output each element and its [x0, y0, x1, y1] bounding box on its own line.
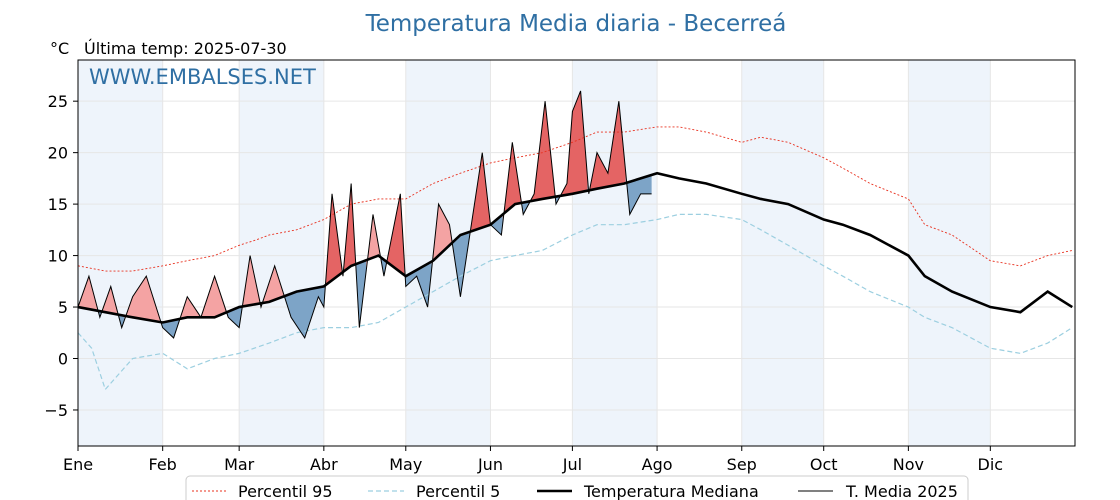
- fill-below-11: [284, 285, 326, 338]
- fill-above-0: [78, 276, 98, 311]
- x-tick-label-feb: Feb: [149, 455, 177, 474]
- y-tick-label-4: 15: [48, 195, 68, 214]
- x-tick-label-sep: Sep: [727, 455, 757, 474]
- fill-below-15: [355, 255, 367, 328]
- y-tick-label-3: 10: [48, 247, 68, 266]
- x-tick-label-ago: Ago: [642, 455, 673, 474]
- x-tick-label-mar: Mar: [224, 455, 255, 474]
- y-tick-label-6: 25: [48, 92, 68, 111]
- anomaly-fills: [78, 90, 652, 338]
- y-axis-ticks: −5 0 5 10 15 20 25: [44, 92, 78, 420]
- series-line-median: [77, 171, 1073, 324]
- x-tick-label-jun: Jun: [477, 455, 503, 474]
- series-line-p5: [77, 213, 1073, 391]
- fill-above-28: [560, 90, 588, 197]
- month-band-jul: [572, 60, 658, 446]
- y-tick-label-0: −5: [44, 401, 68, 420]
- fill-above-22: [469, 152, 491, 234]
- legend-box: [185, 475, 969, 500]
- month-band-nov: [908, 60, 991, 446]
- fill-above-8: [241, 255, 260, 310]
- month-band-ene: [78, 60, 163, 446]
- fill-above-18: [386, 193, 405, 276]
- series-line-2025: [77, 90, 652, 340]
- fill-below-23: [490, 214, 503, 235]
- y-tick-label-5: 20: [48, 144, 68, 163]
- x-tick-label-jul: Jul: [562, 455, 582, 474]
- series-line-p95: [77, 126, 1073, 272]
- month-band-mar: [239, 60, 324, 446]
- last-temp-label: Última temp: 2025-07-30: [84, 39, 287, 58]
- y-tick-label-2: 5: [58, 298, 68, 317]
- y-unit-label: °C: [50, 39, 69, 58]
- legend: Percentil 95 Percentil 5 Temperatura Med…: [185, 475, 969, 500]
- x-tick-label-ene: Ene: [63, 455, 93, 474]
- x-tick-label-dic: Dic: [978, 455, 1004, 474]
- alternate-month-bands: [78, 60, 991, 446]
- fill-above-26: [530, 101, 555, 202]
- fill-above-2: [101, 286, 118, 315]
- fill-below-31: [625, 171, 652, 215]
- chart-title: Temperatura Media diaria - Becerreá: [365, 11, 787, 37]
- legend-label-median: Temperatura Mediana: [583, 482, 759, 500]
- legend-label-p5: Percentil 5: [416, 482, 500, 500]
- legend-label-p95: Percentil 95: [238, 482, 333, 500]
- fill-above-16: [366, 214, 380, 272]
- fill-below-5: [159, 319, 180, 338]
- fill-above-10: [261, 265, 285, 308]
- x-axis-ticks: Ene Feb Mar Abr May Jun Jul Ago Sep Oct Nov Dic: [63, 446, 1003, 474]
- plot-frame: [77, 59, 1076, 447]
- fill-above-30: [588, 101, 626, 194]
- y-tick-label-1: 0: [58, 350, 68, 369]
- watermark: WWW.EMBALSES.NET: [89, 65, 316, 89]
- series-lines: [77, 90, 1073, 391]
- month-band-may: [405, 60, 491, 446]
- x-tick-label-may: May: [389, 455, 422, 474]
- fill-above-4: [124, 276, 160, 323]
- fill-above-6: [179, 276, 226, 322]
- fill-below-21: [452, 231, 470, 297]
- x-tick-label-oct: Oct: [810, 455, 838, 474]
- month-band-sep: [741, 60, 824, 446]
- legend-label-2025: T. Media 2025: [845, 482, 958, 500]
- x-tick-label-nov: Nov: [893, 455, 924, 474]
- fill-above-12: [325, 193, 342, 289]
- x-tick-label-abr: Abr: [310, 455, 338, 474]
